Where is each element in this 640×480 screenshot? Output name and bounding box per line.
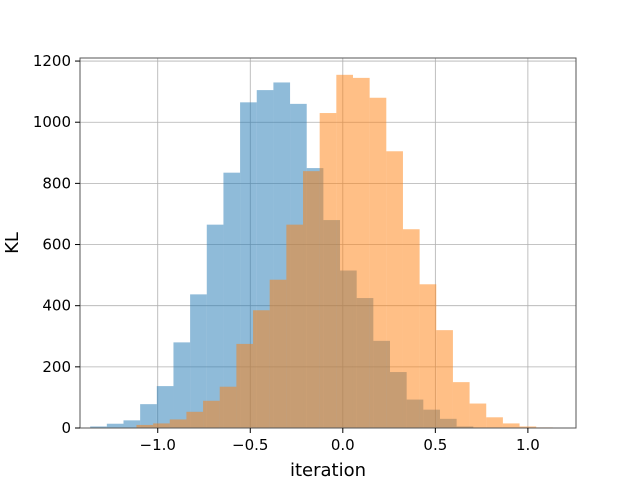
histogram-bar xyxy=(186,411,204,428)
histogram-bar xyxy=(190,294,207,428)
series-1-bars xyxy=(136,74,553,429)
y-tick-label: 1000 xyxy=(33,113,71,131)
histogram-bar xyxy=(502,423,520,428)
histogram-bar xyxy=(469,403,487,428)
histogram-bar xyxy=(319,113,337,428)
histogram-bar xyxy=(419,284,437,428)
histogram-bar xyxy=(369,97,387,428)
y-tick-label: 600 xyxy=(42,236,71,254)
histogram-bar xyxy=(169,419,187,428)
histogram-bar xyxy=(140,404,157,428)
histogram-bar xyxy=(253,310,270,428)
y-tick-label: 1200 xyxy=(33,52,71,70)
histogram-bar xyxy=(173,342,191,428)
x-axis-ticks: −1.0 −0.5 0.0 0.5 1.0 xyxy=(140,428,540,454)
x-tick-label: −0.5 xyxy=(232,436,268,454)
y-axis-label: KL xyxy=(2,232,23,254)
x-tick-label: 1.0 xyxy=(516,436,540,454)
x-axis-label: iteration xyxy=(290,460,366,480)
histogram-bar xyxy=(153,423,170,428)
y-tick-label: 800 xyxy=(42,174,71,192)
histogram-bar xyxy=(236,343,254,428)
histogram-bar xyxy=(206,224,224,428)
histogram-bar xyxy=(223,172,241,428)
histogram-bar xyxy=(336,74,353,429)
histogram-bar xyxy=(156,386,174,428)
plot-frame xyxy=(79,57,577,429)
y-axis-ticks: 0 200 400 600 800 1000 1200 xyxy=(33,52,80,437)
histogram-bar xyxy=(352,77,370,428)
histogram-bar xyxy=(123,420,141,428)
histogram-bar xyxy=(136,424,154,428)
histogram-bar xyxy=(269,279,287,428)
histogram-bar xyxy=(90,426,107,428)
histogram-bar xyxy=(519,426,537,428)
histogram-bar xyxy=(386,151,403,428)
y-tick-label: 200 xyxy=(42,358,71,376)
histogram-bar xyxy=(303,171,320,428)
histogram-bar xyxy=(486,417,503,428)
histogram-bar xyxy=(452,382,470,428)
y-tick-label: 400 xyxy=(42,297,71,315)
histogram-bar xyxy=(286,224,304,428)
y-tick-label: 0 xyxy=(61,419,71,437)
histogram-bar xyxy=(436,330,453,428)
x-tick-label: −1.0 xyxy=(140,436,176,454)
x-tick-label: 0.5 xyxy=(423,436,447,454)
x-tick-label: 0.0 xyxy=(331,436,355,454)
histogram-bars xyxy=(90,74,553,429)
histogram-bar xyxy=(106,423,124,428)
histogram-bar xyxy=(402,229,420,428)
histogram-bar xyxy=(219,386,237,428)
histogram-bar xyxy=(203,400,220,428)
